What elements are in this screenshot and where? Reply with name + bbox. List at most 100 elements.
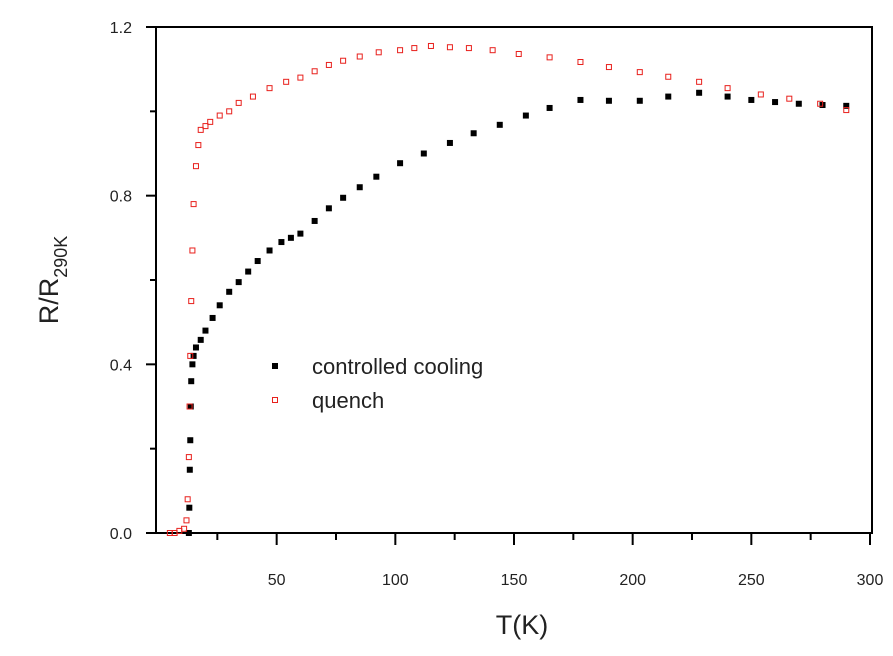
data-point [254, 258, 261, 265]
data-point [843, 102, 850, 109]
data-point [297, 74, 304, 81]
data-point [209, 314, 216, 321]
data-point [278, 239, 285, 246]
data-point [325, 61, 332, 68]
data-point [202, 327, 209, 334]
data-point [577, 96, 584, 103]
x-tick-label: 50 [268, 572, 286, 589]
data-point [522, 112, 529, 119]
data-point [356, 53, 363, 60]
data-point [226, 108, 233, 115]
y-tick-label: 0.8 [110, 189, 132, 206]
data-point [605, 97, 612, 104]
data-point [311, 68, 318, 75]
data-point [297, 230, 304, 237]
data-point [186, 504, 193, 511]
data-point [287, 234, 294, 241]
data-point [605, 64, 612, 71]
data-point [216, 302, 223, 309]
data-point [197, 336, 204, 343]
data-point [843, 107, 850, 114]
data-point [696, 78, 703, 85]
legend-marker [272, 397, 278, 403]
data-point [420, 150, 427, 157]
plot-frame [155, 26, 873, 534]
data-point [636, 97, 643, 104]
x-tick-label: 100 [382, 572, 409, 589]
data-point [186, 466, 193, 473]
data-point [397, 47, 404, 54]
data-point [189, 247, 196, 254]
data-point [188, 298, 195, 305]
data-point [724, 93, 731, 100]
data-point [795, 100, 802, 107]
data-point [202, 123, 209, 130]
data-point [186, 403, 193, 410]
data-point [724, 85, 731, 92]
data-point [340, 57, 347, 64]
data-point [207, 118, 214, 125]
data-point [190, 201, 197, 208]
data-point [190, 352, 197, 359]
x-tick-label: 200 [619, 572, 646, 589]
data-point [183, 517, 190, 524]
data-point [546, 54, 553, 61]
data-point [181, 525, 188, 532]
data-point [465, 45, 472, 52]
data-point [195, 142, 202, 149]
data-point [235, 279, 242, 286]
data-point [188, 378, 195, 385]
y-tick-label: 0.4 [110, 357, 132, 374]
data-point [311, 217, 318, 224]
data-point [373, 173, 380, 180]
data-point [427, 42, 434, 49]
data-point [636, 69, 643, 76]
x-tick-label: 300 [857, 572, 884, 589]
data-point [283, 78, 290, 85]
data-point [249, 93, 256, 100]
data-point [772, 99, 779, 106]
data-point [748, 96, 755, 103]
data-point [757, 91, 764, 98]
data-point [235, 99, 242, 106]
data-point [192, 163, 199, 170]
data-point [546, 104, 553, 111]
data-point [185, 530, 192, 536]
data-point [245, 268, 252, 275]
data-point [496, 121, 503, 128]
data-point [665, 93, 672, 100]
data-point [375, 49, 382, 56]
data-point [184, 496, 191, 503]
data-point [340, 194, 347, 201]
data-point [197, 126, 204, 133]
data-point [470, 130, 477, 137]
data-point [187, 352, 194, 359]
data-point [192, 344, 199, 351]
data-point [446, 44, 453, 51]
data-point [665, 73, 672, 80]
y-tick-label: 0.0 [110, 526, 132, 543]
data-point [185, 454, 192, 461]
y-axis-label: R/R290K [34, 236, 71, 325]
y-tick-label: 1.2 [110, 20, 132, 37]
legend-marker [272, 363, 278, 369]
data-point [446, 139, 453, 146]
y-axis-label-main: R/R [34, 278, 64, 325]
data-point [189, 361, 196, 368]
legend-label: controlled cooling [312, 354, 483, 379]
x-tick-label: 250 [738, 572, 765, 589]
data-point [786, 95, 793, 102]
data-point [226, 288, 233, 295]
data-point [325, 205, 332, 212]
data-point [489, 47, 496, 54]
data-point [817, 100, 824, 107]
x-axis-label: T(K) [496, 610, 548, 640]
data-point [216, 112, 223, 119]
y-axis-label-sub: 290K [51, 236, 71, 278]
legend-label: quench [312, 388, 384, 413]
data-point [411, 45, 418, 52]
data-point [696, 89, 703, 96]
data-point [397, 160, 404, 167]
